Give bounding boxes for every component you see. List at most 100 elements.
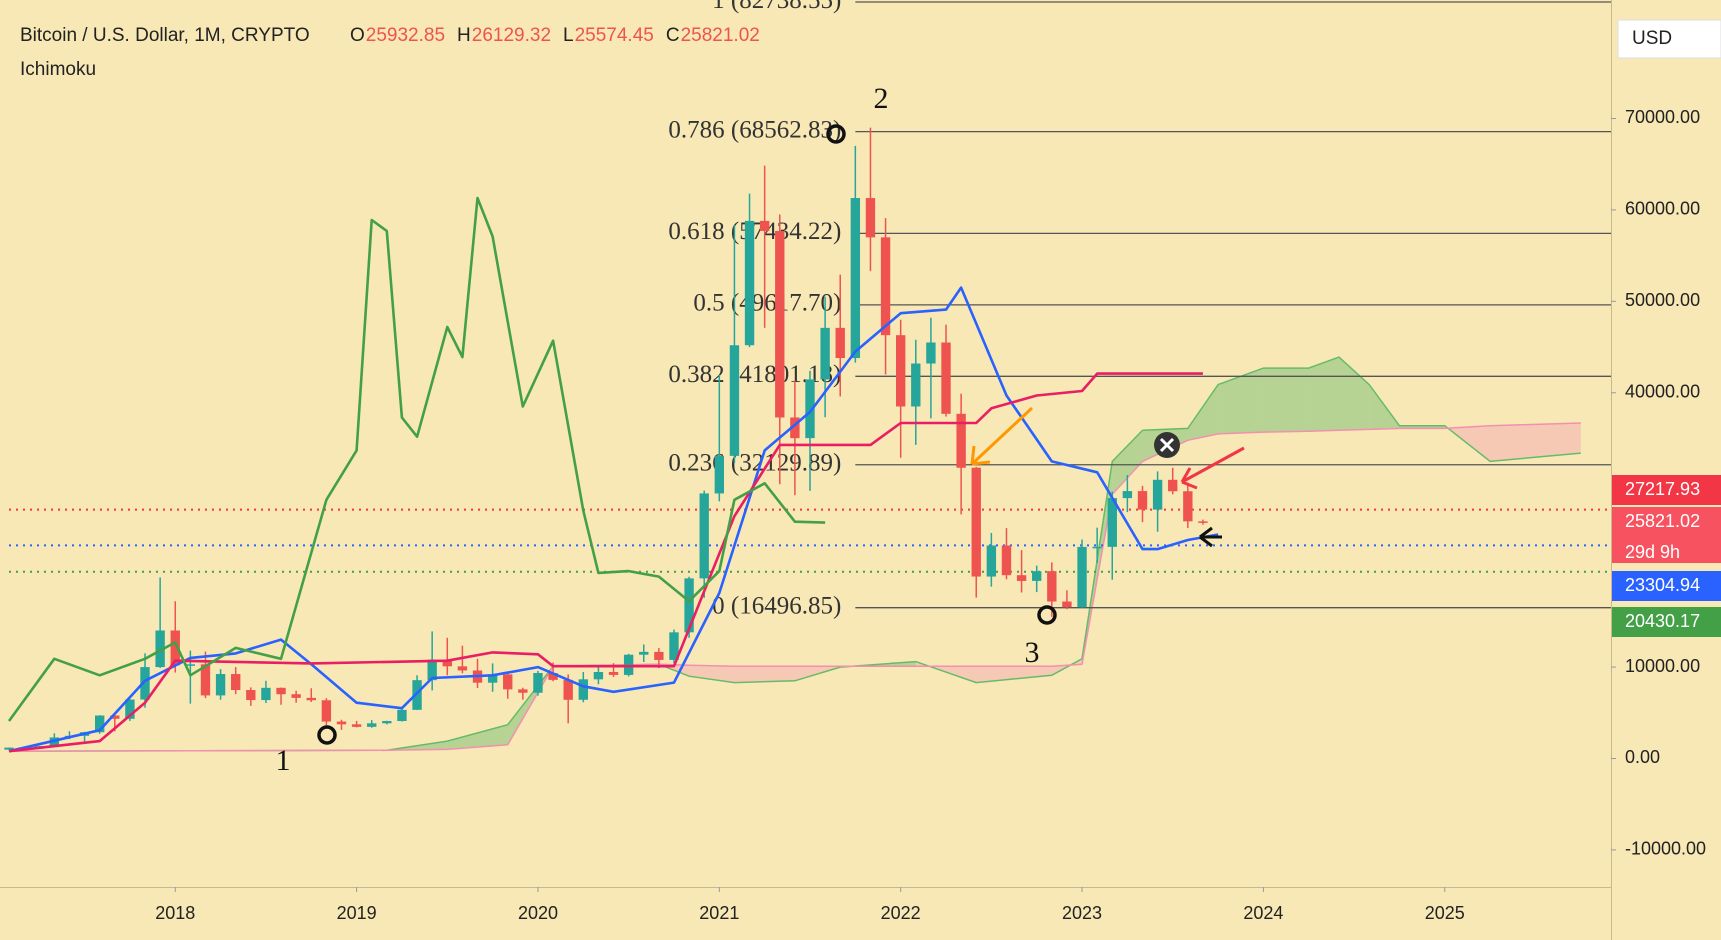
candle-body xyxy=(956,413,966,468)
candle-body xyxy=(744,220,755,346)
candle-body xyxy=(155,630,165,668)
candle-body xyxy=(215,674,226,696)
candle-body xyxy=(578,679,588,700)
candle-body xyxy=(336,721,347,725)
x-tick-label: 2019 xyxy=(337,903,377,923)
candle-body xyxy=(1183,491,1193,522)
candle-body xyxy=(94,715,105,733)
price-label: 20430.17 xyxy=(1625,611,1700,631)
fib-label: 0.618 (57434.22) xyxy=(668,218,841,245)
x-tick-label: 2024 xyxy=(1243,903,1283,923)
x-tick-label: 2025 xyxy=(1425,903,1465,923)
candle-body xyxy=(1198,521,1208,523)
wave-label: 3 xyxy=(1025,636,1040,669)
wave-label: 2 xyxy=(874,82,889,115)
candle-body xyxy=(518,689,528,693)
candle-body xyxy=(1107,498,1117,547)
candle-body xyxy=(654,651,664,660)
cloud-segment xyxy=(1263,368,1309,433)
candle-body xyxy=(775,230,785,418)
pivot-marker xyxy=(317,725,337,745)
price-label: 23304.94 xyxy=(1625,575,1700,595)
candle-body xyxy=(820,327,830,380)
candle-body xyxy=(397,709,407,722)
candle-body xyxy=(608,672,619,675)
y-tick-label: 0.00 xyxy=(1625,747,1660,767)
ohlc-key: O xyxy=(350,25,365,46)
x-tick-label: 2023 xyxy=(1062,903,1102,923)
y-tick-label: 70000.00 xyxy=(1625,107,1700,127)
candle-body xyxy=(185,664,196,666)
pivot-marker xyxy=(1037,605,1057,625)
candle-body xyxy=(261,687,271,701)
candle-body xyxy=(1122,491,1133,499)
candle-body xyxy=(110,715,120,719)
cloud-segment xyxy=(1112,430,1143,495)
y-tick-label: 10000.00 xyxy=(1625,656,1700,676)
candle-body xyxy=(306,697,316,701)
candle-body xyxy=(487,674,498,683)
candle-body xyxy=(593,672,604,680)
candle-body xyxy=(533,673,543,693)
candle-body xyxy=(729,345,740,456)
cross-icon xyxy=(1159,437,1175,453)
ohlc-key: C xyxy=(666,25,680,46)
arrow-orange xyxy=(970,406,1034,466)
ohlc-value: 26129.32 xyxy=(472,25,551,46)
plot-area: 1 (82738.55) 0.786 (68562.83) 0.618 (57434… xyxy=(4,0,1611,753)
candle-body xyxy=(1137,491,1148,510)
candle-body xyxy=(699,493,709,579)
candle-body xyxy=(1168,479,1178,492)
y-tick-label: -10000.00 xyxy=(1625,839,1706,859)
candle-body xyxy=(926,342,936,364)
candle-body xyxy=(231,674,241,691)
candle-body xyxy=(276,687,286,695)
candle-body xyxy=(1001,545,1012,576)
candle-body xyxy=(125,699,135,719)
indicator-line xyxy=(7,196,826,722)
ohlc-key: H xyxy=(457,25,471,46)
arrow-red xyxy=(1180,446,1245,490)
candle-body xyxy=(140,667,150,700)
candle-body xyxy=(1077,546,1087,608)
fib-label: 0.382 (41801.18) xyxy=(668,361,841,388)
candle-body xyxy=(442,659,452,667)
cloud-segment xyxy=(1218,368,1264,434)
candle-body xyxy=(639,651,649,655)
candle-body xyxy=(367,723,377,727)
candle-body xyxy=(971,467,981,577)
candle-body xyxy=(170,630,180,666)
candle-body xyxy=(563,679,573,700)
price-label-box xyxy=(1612,475,1721,505)
overlay: 70000.00 60000.00 50000.00 40000.00 10000.00… xyxy=(20,19,1721,923)
fib-label: 1 (82738.55) xyxy=(712,0,841,14)
candle-body xyxy=(941,342,951,414)
candle-body xyxy=(790,417,800,439)
candle-body xyxy=(1062,601,1072,608)
fib-label: 0 (16496.85) xyxy=(712,592,841,619)
candle-body xyxy=(1016,575,1027,581)
x-tick-label: 2020 xyxy=(518,903,558,923)
ohlc-value: 25821.02 xyxy=(681,25,760,46)
candle-body xyxy=(850,198,861,359)
candle-body xyxy=(548,673,558,680)
symbol-title: Bitcoin / U.S. Dollar, 1M, CRYPTO xyxy=(20,25,310,46)
currency: USD xyxy=(1632,28,1672,49)
cloud-segment xyxy=(976,666,1052,683)
candle-body xyxy=(427,659,437,681)
wave-label: 1 xyxy=(276,744,291,777)
candle-body xyxy=(457,666,468,671)
arrow-black xyxy=(1199,526,1222,548)
ohlc-key: L xyxy=(563,25,574,46)
y-tick-label: 50000.00 xyxy=(1625,290,1700,310)
candle-body xyxy=(714,455,725,494)
cloud-segment xyxy=(734,666,795,683)
x-tick-label: 2022 xyxy=(881,903,921,923)
price-label-box xyxy=(1612,571,1721,601)
pivot-marker xyxy=(826,124,846,144)
price-label: 25821.02 xyxy=(1625,511,1700,531)
candle-body xyxy=(291,694,301,698)
cloud-segment xyxy=(1308,357,1339,432)
